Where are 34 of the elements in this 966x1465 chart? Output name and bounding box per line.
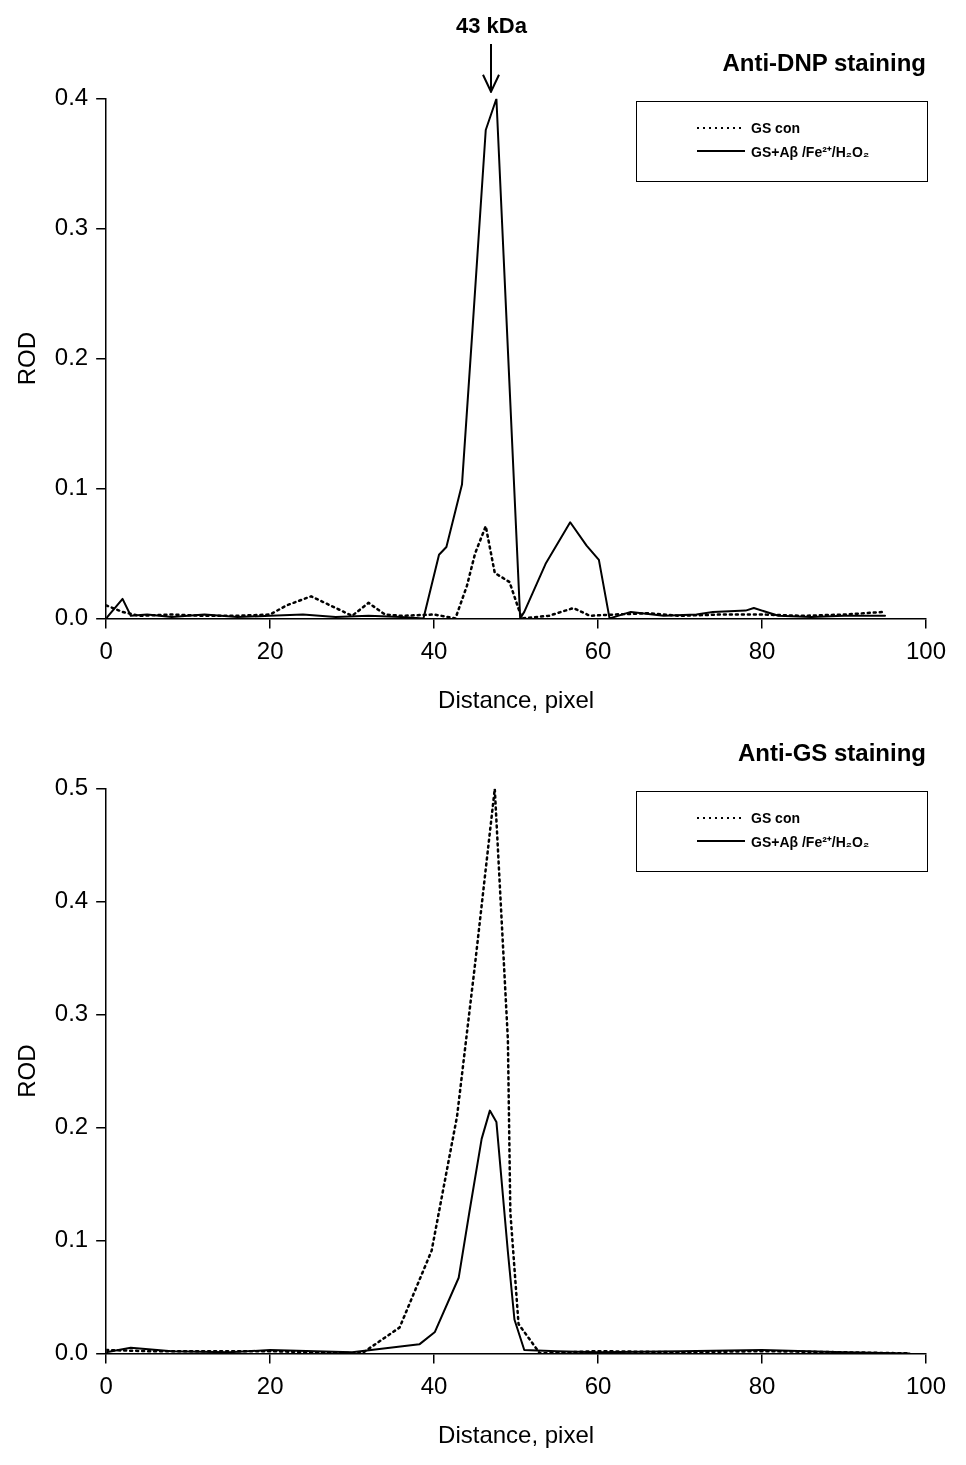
y-tick-label: 0.0	[54, 1338, 89, 1366]
chart-title: Anti-GS staining	[738, 739, 926, 767]
x-tick-label: 40	[420, 637, 448, 665]
x-tick-label: 80	[748, 1372, 776, 1400]
y-tick-label: 0.1	[54, 1225, 89, 1253]
y-axis-title: ROD	[13, 1044, 41, 1098]
x-tick-label: 60	[584, 637, 612, 665]
y-tick-label: 0.3	[54, 999, 89, 1027]
y-tick-label: 0.2	[54, 343, 89, 371]
x-tick-label: 60	[584, 1372, 612, 1400]
x-tick-label: 100	[905, 1372, 947, 1400]
x-tick-label: 20	[256, 1372, 284, 1400]
legend-label: GS con	[751, 119, 801, 136]
y-tick-label: 0.1	[54, 473, 89, 501]
x-tick-label: 40	[420, 1372, 448, 1400]
y-tick-label: 0.4	[54, 83, 89, 111]
y-tick-label: 0.5	[54, 773, 89, 801]
y-tick-label: 0.2	[54, 1112, 89, 1140]
x-tick-label: 80	[748, 637, 776, 665]
x-axis-title: Distance, pixel	[438, 1421, 595, 1449]
legend-label: GS con	[751, 809, 801, 826]
legend-label: GS+Aβ /Fe²⁺/H₂O₂	[751, 142, 870, 161]
x-axis-title: Distance, pixel	[438, 686, 595, 714]
y-tick-label: 0.0	[54, 603, 89, 631]
annotation: 43 kDa	[456, 13, 528, 39]
y-axis-title: ROD	[13, 331, 41, 386]
y-tick-label: 0.4	[54, 886, 89, 914]
x-tick-label: 20	[256, 637, 284, 665]
y-tick-label: 0.3	[54, 213, 89, 241]
x-tick-label: 0	[99, 1372, 113, 1400]
chart-title: Anti-DNP staining	[722, 49, 926, 77]
legend-label: GS+Aβ /Fe²⁺/H₂O₂	[751, 832, 870, 851]
x-tick-label: 100	[905, 637, 947, 665]
x-tick-label: 0	[99, 637, 113, 665]
